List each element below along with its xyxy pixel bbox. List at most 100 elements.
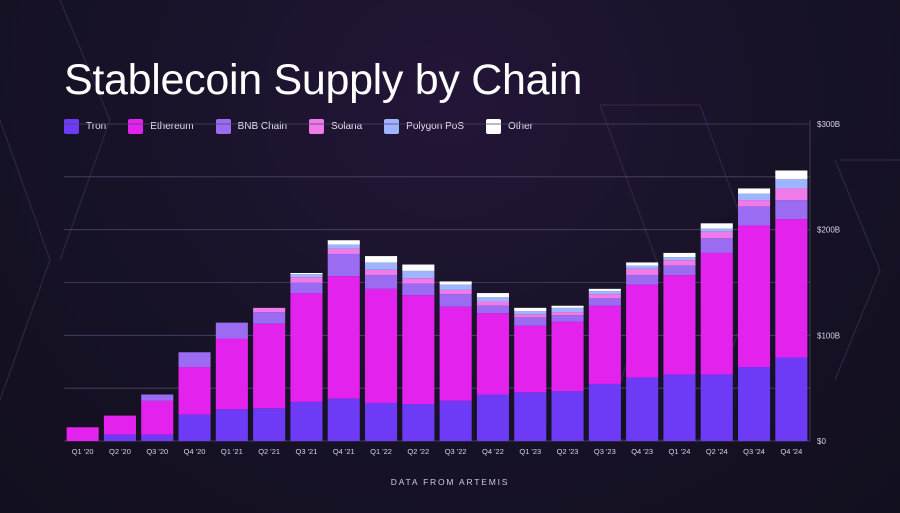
bar-segment-tron — [402, 404, 435, 441]
bar-segment-ethereum — [775, 219, 808, 358]
bar-segment-solana — [439, 289, 472, 295]
bar-segment-solana — [700, 231, 733, 239]
legend-label-ethereum: Ethereum — [150, 121, 194, 132]
bar-segment-tron — [738, 367, 771, 441]
bar-segment-other — [663, 252, 696, 258]
bar-segment-tron — [365, 402, 398, 441]
bar-segment-bnb-chain — [663, 265, 696, 276]
bar-segment-solana — [365, 269, 398, 276]
y-tick-label: $0 — [817, 437, 826, 446]
y-tick-label: $100B — [817, 331, 840, 340]
bar-segment-other — [290, 272, 323, 275]
legend-item-bnb-chain: BNB Chain — [215, 119, 288, 134]
bar-segment-ethereum — [402, 295, 435, 405]
bar-segment-bnb-chain — [141, 394, 174, 401]
x-tick-label: Q1 '24 — [669, 447, 691, 456]
bar-segment-ethereum — [178, 367, 211, 415]
bar-segment-polygon-pos — [551, 307, 584, 313]
bar-segment-solana — [476, 301, 509, 306]
page-title: Stablecoin Supply by Chain — [64, 56, 583, 104]
data-source-footer: DATA FROM ARTEMIS — [390, 477, 510, 487]
bar-segment-solana — [551, 312, 584, 316]
bar-segment-bnb-chain — [588, 298, 621, 306]
bar-segment-polygon-pos — [626, 265, 659, 269]
bar-segment-solana — [253, 307, 286, 313]
bar-segment-bnb-chain — [551, 315, 584, 322]
bar-segment-tron — [551, 391, 584, 441]
x-tick-label: Q2 '24 — [706, 447, 728, 456]
bar-segment-polygon-pos — [514, 311, 547, 315]
bar-segment-bnb-chain — [775, 200, 808, 220]
bar-segment-other — [738, 188, 771, 194]
bar-segment-polygon-pos — [439, 284, 472, 290]
bar-segment-ethereum — [290, 293, 323, 402]
x-tick-label: Q4 '21 — [333, 447, 355, 456]
legend-swatch-ethereum — [128, 119, 144, 134]
bar-segment-other — [775, 170, 808, 179]
bar-segment-solana — [738, 200, 771, 207]
bar-segment-other — [626, 262, 659, 266]
bar-segment-ethereum — [738, 225, 771, 368]
bar-segment-other — [365, 256, 398, 263]
bar-segment-ethereum — [663, 275, 696, 375]
bar-segment-solana — [626, 268, 659, 276]
bar-segment-ethereum — [141, 400, 174, 435]
bar-segment-tron — [588, 383, 621, 441]
bar-segment-bnb-chain — [626, 275, 659, 285]
bar-segment-tron — [290, 401, 323, 441]
bar-segment-bnb-chain — [738, 206, 771, 226]
x-tick-label: Q1 '21 — [221, 447, 243, 456]
x-tick-label: Q3 '21 — [296, 447, 318, 456]
bar-segment-bnb-chain — [327, 253, 360, 277]
bar-segment-other — [439, 281, 472, 285]
x-tick-label: Q2 '22 — [407, 447, 429, 456]
bar-segment-ethereum — [103, 415, 136, 435]
bar-segment-solana — [663, 260, 696, 266]
bar-segment-polygon-pos — [365, 262, 398, 270]
bar-segment-other — [700, 223, 733, 229]
legend-item-ethereum: Ethereum — [128, 119, 194, 134]
bar-segment-polygon-pos — [738, 193, 771, 201]
legend-label-bnb-chain: BNB Chain — [237, 121, 288, 132]
y-tick-label: $200B — [817, 226, 840, 235]
bar-segment-ethereum — [66, 427, 99, 441]
bar-segment-tron — [626, 377, 659, 441]
bar-segment-polygon-pos — [327, 244, 360, 249]
x-tick-label: Q1 '22 — [370, 447, 392, 456]
bar-segment-ethereum — [215, 338, 248, 410]
bar-segment-bnb-chain — [215, 322, 248, 339]
x-tick-label: Q4 '22 — [482, 447, 504, 456]
bar-segment-ethereum — [626, 284, 659, 378]
x-tick-label: Q2 '21 — [258, 447, 280, 456]
bar-segment-tron — [700, 374, 733, 441]
bar-segment-bnb-chain — [514, 317, 547, 326]
bar-segment-polygon-pos — [290, 274, 323, 278]
bar-segment-polygon-pos — [476, 297, 509, 302]
bar-segment-ethereum — [253, 323, 286, 409]
x-tick-label: Q4 '24 — [780, 447, 802, 456]
legend-label-solana: Solana — [331, 121, 363, 132]
chart-legend: Tron Ethereum BNB Chain Solana Polygon P… — [64, 119, 555, 134]
bar-segment-bnb-chain — [402, 283, 435, 296]
bar-segment-ethereum — [365, 288, 398, 403]
bar-segment-bnb-chain — [253, 312, 286, 324]
x-tick-label: Q2 '20 — [109, 447, 131, 456]
legend-label-polygon-pos: Polygon PoS — [406, 121, 464, 132]
legend-label-other: Other — [508, 121, 534, 132]
x-tick-label: Q4 '20 — [184, 447, 206, 456]
bar-segment-ethereum — [327, 276, 360, 399]
bar-segment-other — [402, 264, 435, 271]
x-tick-label: Q3 '23 — [594, 447, 616, 456]
bar-segment-tron — [439, 400, 472, 441]
bar-segment-solana — [514, 314, 547, 318]
x-tick-label: Q2 '23 — [557, 447, 579, 456]
x-tick-label: Q1 '23 — [519, 447, 541, 456]
bar-segment-polygon-pos — [663, 257, 696, 261]
bar-segment-ethereum — [588, 305, 621, 384]
bar-segment-ethereum — [476, 313, 509, 395]
bar-segment-tron — [103, 434, 136, 441]
bar-segment-tron — [663, 374, 696, 441]
bar-segment-solana — [402, 278, 435, 284]
